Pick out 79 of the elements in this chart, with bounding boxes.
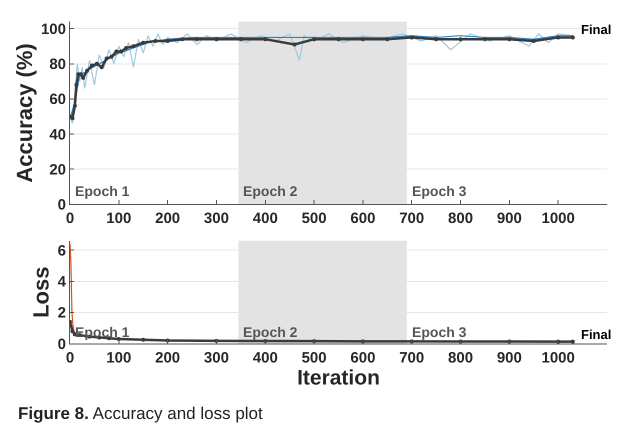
point: [312, 37, 316, 42]
point: [292, 42, 297, 46]
point: [74, 82, 78, 87]
point: [141, 338, 146, 342]
point: [556, 35, 560, 40]
point: [360, 37, 365, 42]
x-axis-title: Iteration: [297, 366, 380, 390]
y-tick-label: 0: [58, 196, 66, 214]
point: [100, 65, 104, 70]
y-tick-label: 20: [49, 161, 66, 178]
point: [119, 49, 124, 54]
x-tick-label: 100: [106, 350, 132, 367]
point: [263, 37, 268, 42]
x-tick-label: 700: [399, 350, 424, 367]
band-label: Epoch 2: [243, 183, 298, 199]
x-tick-label: 1000: [541, 350, 575, 367]
point: [194, 37, 199, 42]
x-tick-label: 300: [204, 350, 229, 367]
x-tick-label: 700: [399, 210, 424, 228]
x-tick-label: 600: [350, 350, 376, 367]
y-tick-label: 2: [58, 304, 66, 322]
point: [180, 37, 184, 42]
x-tick-label: 400: [252, 210, 278, 228]
point: [104, 56, 109, 61]
point: [131, 44, 136, 48]
x-tick-label: 500: [302, 210, 327, 228]
point: [385, 37, 390, 42]
point: [141, 40, 146, 45]
point: [94, 62, 99, 66]
annotation: Final: [581, 22, 612, 37]
y-tick-label: 4: [58, 274, 67, 291]
point: [482, 37, 487, 42]
annotation: Epoch 1: [75, 183, 130, 199]
x-tick-label: 500: [302, 350, 327, 367]
x-tick-label: 800: [448, 210, 474, 228]
y-tick-label: 100: [40, 20, 66, 38]
y-tick-label: 60: [49, 91, 66, 108]
y-tick-label: 6: [58, 242, 66, 260]
point: [90, 64, 94, 68]
point: [532, 38, 536, 43]
x-tick-label: 1000: [541, 210, 575, 228]
point: [153, 38, 158, 43]
band-label: Epoch 2: [243, 324, 298, 340]
y-tick-label: 80: [49, 56, 66, 74]
point: [410, 35, 414, 40]
y-tick-label: 40: [49, 126, 66, 144]
point: [116, 337, 121, 341]
annotation: Epoch 1: [75, 324, 130, 340]
point: [434, 37, 438, 42]
x-tick-label: 800: [448, 350, 474, 367]
point: [238, 37, 243, 42]
point: [70, 329, 74, 334]
point: [124, 46, 128, 50]
point: [570, 340, 575, 344]
point: [458, 37, 463, 42]
point: [214, 37, 218, 42]
x-tick-label: 300: [204, 210, 229, 228]
x-tick-label: 200: [155, 350, 180, 367]
point: [336, 37, 340, 42]
x-tick-label: 100: [106, 210, 132, 228]
annotation: Epoch 3: [412, 324, 467, 340]
annotation: Final: [581, 327, 612, 342]
point: [507, 37, 512, 42]
point: [72, 104, 77, 108]
x-tick-label: 900: [496, 350, 522, 367]
y-axis-title: Accuracy (%): [12, 43, 37, 183]
y-tick-label: 0: [58, 336, 66, 353]
point: [570, 35, 575, 40]
y-axis-title: Loss: [28, 266, 54, 318]
point: [85, 68, 90, 73]
annotation: Epoch 3: [412, 183, 467, 199]
x-tick-label: 200: [155, 210, 180, 228]
x-tick-label: 400: [252, 350, 278, 367]
point: [114, 49, 118, 54]
caption: Figure 8. Accuracy and loss plot: [18, 404, 264, 423]
x-tick-label: 600: [350, 210, 376, 228]
point: [166, 38, 170, 43]
point: [110, 54, 114, 59]
x-tick-label: 900: [496, 210, 522, 228]
